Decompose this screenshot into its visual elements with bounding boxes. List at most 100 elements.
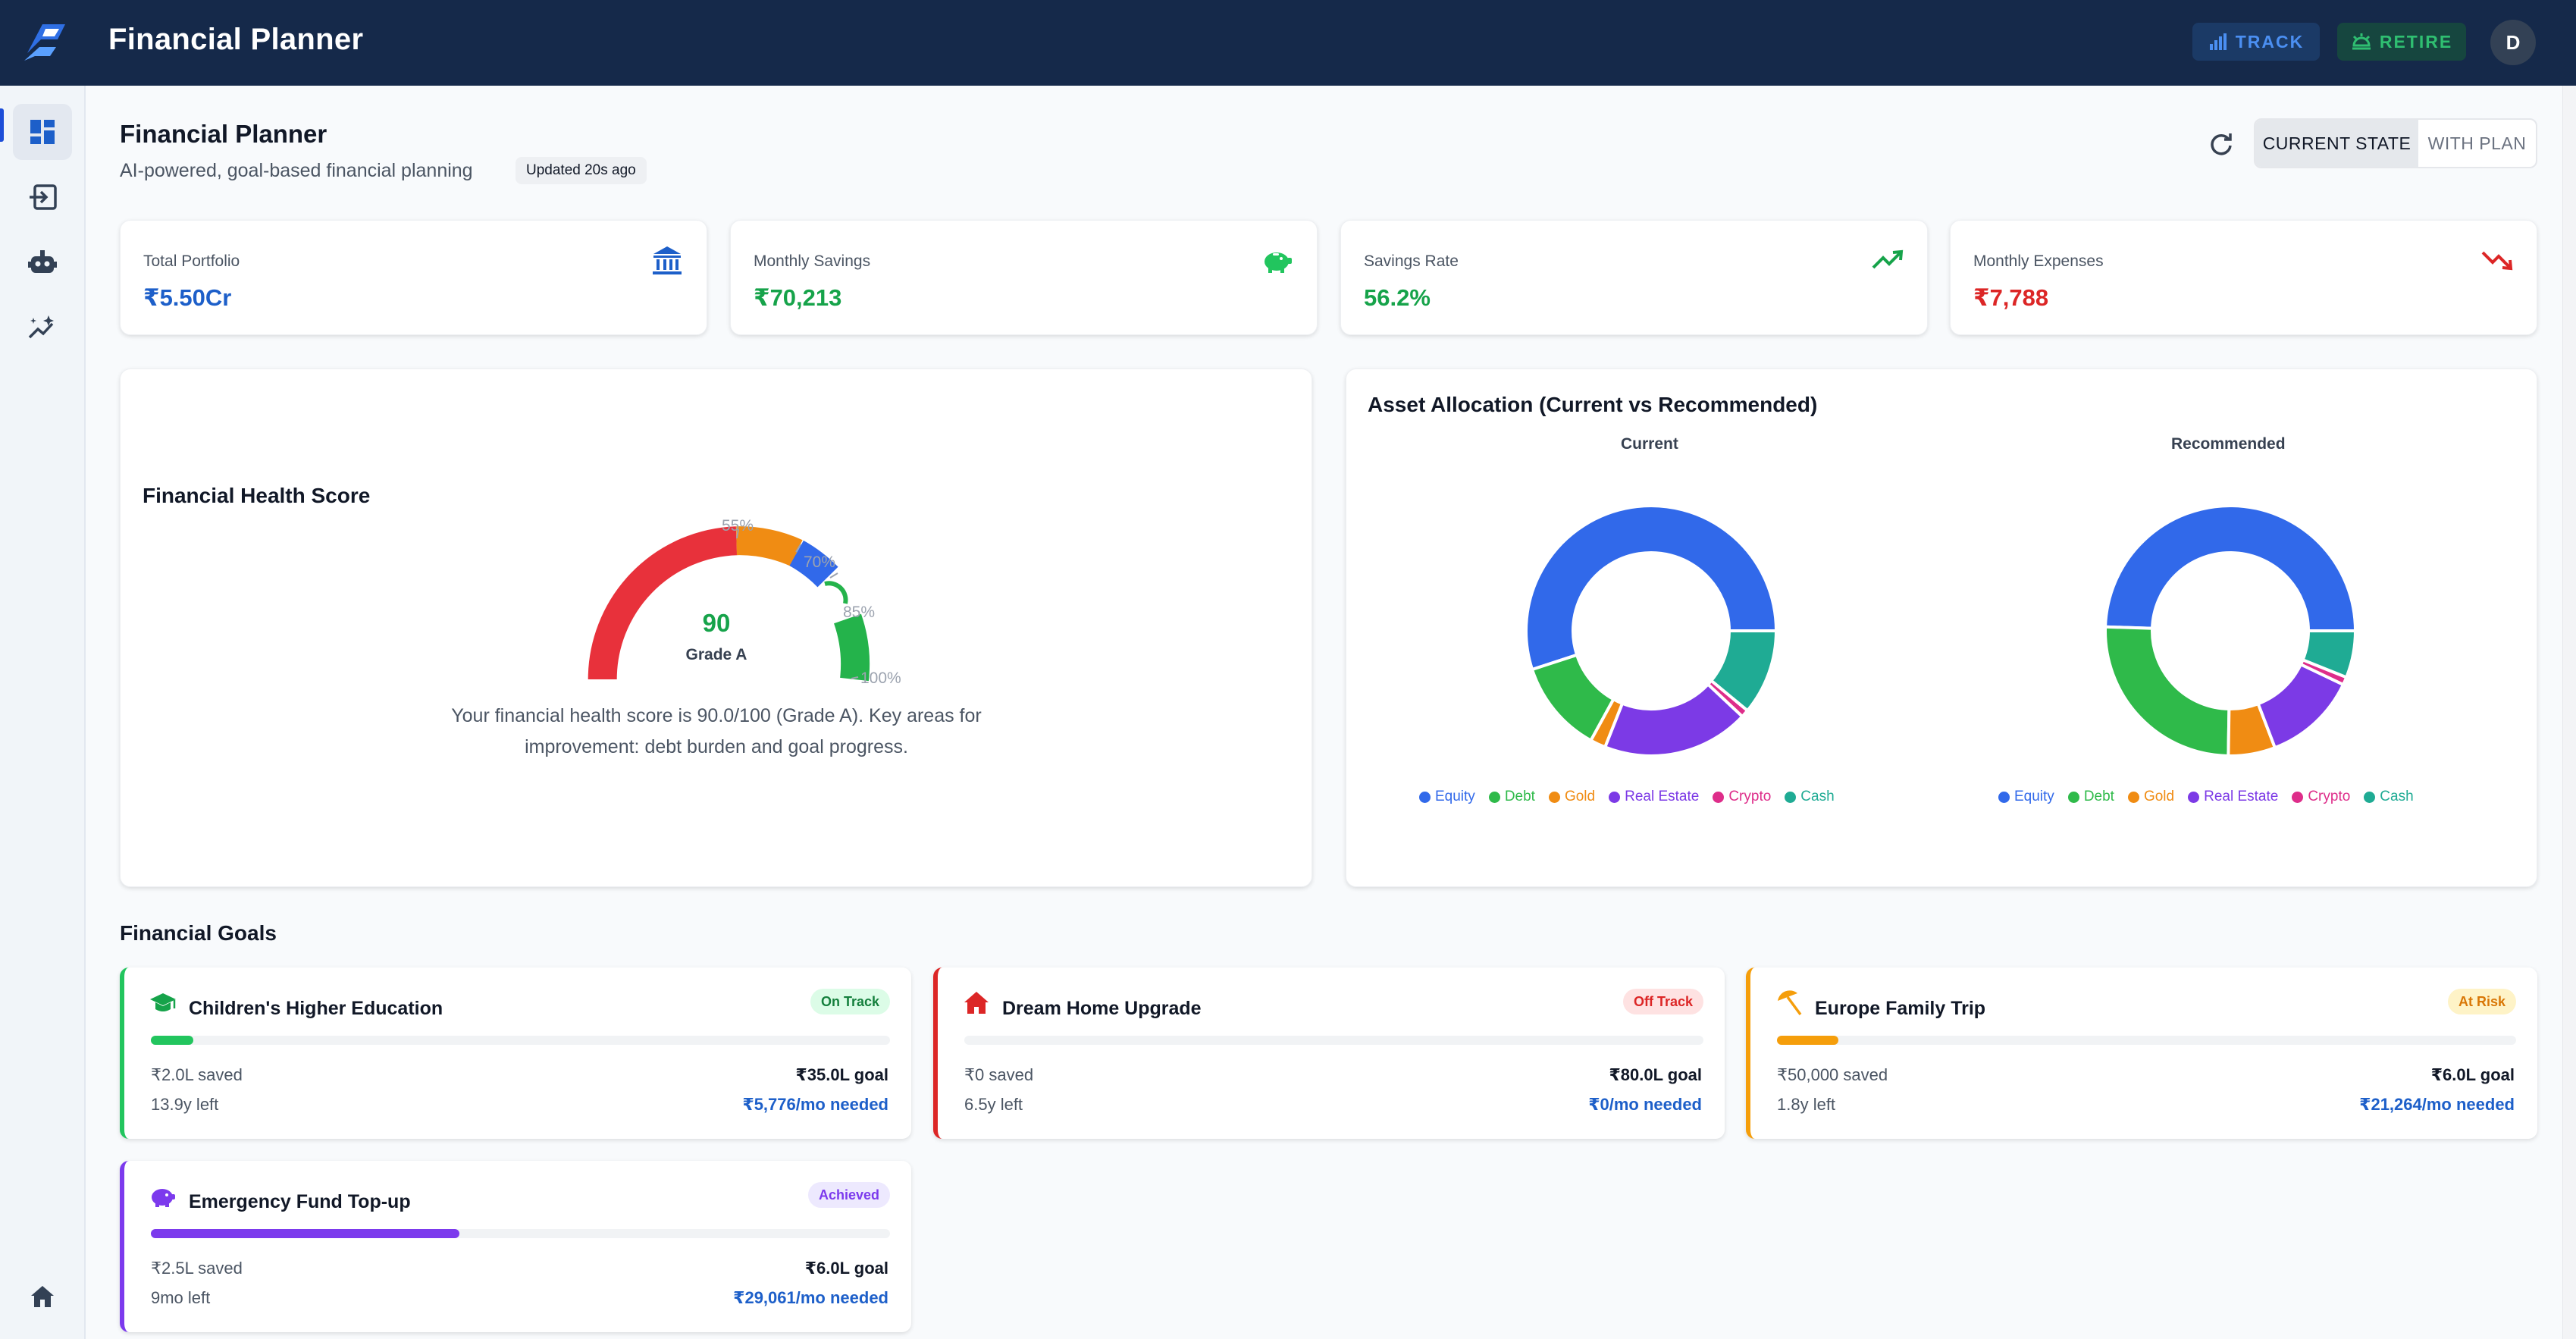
health-grade: Grade A [686, 646, 747, 663]
donut-slice-cash[interactable] [1709, 629, 1778, 713]
legend-dot [1488, 791, 1500, 803]
gauge-tick-line [829, 572, 838, 579]
toggle-with-plan[interactable]: WITH PLAN [2427, 133, 2527, 153]
legend-label: Debt [2083, 789, 2114, 804]
sidebar-item-input[interactable] [13, 169, 72, 225]
goal-monthly-needed: ₹5,776/mo needed [742, 1095, 888, 1114]
legend-dot [2188, 791, 2200, 803]
goal-saved: ₹0 saved [964, 1065, 1034, 1084]
track-label: TRACK [2235, 31, 2305, 52]
track-button[interactable]: TRACK [2192, 23, 2320, 61]
legend-label: Real Estate [1625, 789, 1700, 804]
legend-item-crypto[interactable]: Crypto [1713, 789, 1771, 805]
user-avatar[interactable]: D [2490, 20, 2536, 65]
gauge-segment-orange [736, 526, 803, 566]
goal-saved: ₹2.5L saved [151, 1259, 243, 1278]
trending-up-icon [1872, 249, 1904, 269]
goal-time-left: 1.8y left [1777, 1095, 1836, 1114]
goal-status-badge: Achieved [807, 1182, 890, 1208]
sidebar [0, 86, 86, 1339]
goal-card-home[interactable]: Dream Home Upgrade Off Track ₹0 saved 6.… [933, 967, 1725, 1139]
app-logo-icon[interactable] [20, 17, 71, 68]
goal-card-emergency-fund[interactable]: Emergency Fund Top-up Achieved ₹2.5L sav… [120, 1161, 911, 1332]
goal-status-badge: On Track [810, 989, 890, 1014]
legend-item-real-estate[interactable]: Real Estate [2188, 789, 2278, 805]
donut-slice-cash[interactable] [2301, 629, 2358, 679]
goal-name: Europe Family Trip [1815, 998, 1986, 1019]
goal-name: Emergency Fund Top-up [189, 1191, 411, 1212]
goal-status-badge: At Risk [2447, 989, 2516, 1014]
legend-dot [1785, 791, 1797, 803]
piggy-bank-icon [152, 1189, 175, 1207]
legend-dot [2364, 791, 2376, 803]
health-description-line: Your financial health score is 90.0/100 … [451, 705, 982, 726]
goal-monthly-needed: ₹0/mo needed [1588, 1095, 1702, 1114]
sidebar-item-advisor[interactable] [13, 234, 72, 290]
goal-target: ₹35.0L goal [795, 1065, 888, 1084]
house-icon [964, 992, 989, 1014]
donut-slice-equity[interactable] [2104, 504, 2358, 632]
gauge-segment-red [588, 526, 738, 680]
goal-target: ₹80.0L goal [1609, 1065, 1702, 1084]
legend-label: Equity [2014, 789, 2054, 804]
beach-umbrella-icon [1778, 990, 1802, 1016]
updated-badge: Updated 20s ago [516, 157, 647, 184]
health-gauge: 55% 70% 85% 100% 90 Grade A [588, 517, 901, 687]
legend-item-equity[interactable]: Equity [1998, 789, 2054, 805]
current-legend: Equity Debt Gold Real Estate Crypto Cash [1419, 789, 1835, 805]
goal-name: Dream Home Upgrade [1002, 998, 1202, 1019]
stat-card-total-portfolio: Total Portfolio ₹5.50Cr [120, 220, 707, 335]
graduation-cap-icon [150, 993, 176, 1011]
sidebar-item-dashboard[interactable] [13, 104, 72, 160]
sidebar-item-home[interactable] [13, 1268, 72, 1325]
legend-item-cash[interactable]: Cash [1785, 789, 1835, 805]
legend-item-debt[interactable]: Debt [2067, 789, 2114, 805]
legend-item-real-estate[interactable]: Real Estate [1609, 789, 1699, 805]
gauge-segment-blue [789, 540, 838, 588]
sparkle-chart-icon [28, 315, 54, 339]
donut-slice-equity[interactable] [1525, 504, 1778, 672]
view-toggle: CURRENT STATE WITH PLAN [2254, 118, 2537, 168]
stat-value: ₹7,788 [1973, 284, 2049, 311]
legend-label: Crypto [2308, 789, 2351, 804]
sidebar-item-insights[interactable] [13, 299, 72, 356]
goal-card-education[interactable]: Children's Higher Education On Track ₹2.… [120, 967, 911, 1139]
legend-dot [1609, 791, 1621, 803]
goal-progress-track [151, 1229, 890, 1238]
legend-dot [2292, 791, 2304, 803]
recommended-legend: Equity Debt Gold Real Estate Crypto Cash [1998, 789, 2414, 805]
goal-progress-fill [151, 1036, 193, 1045]
top-app-bar: Financial Planner TRACK RETIRE D [0, 0, 2576, 86]
legend-label: Equity [1435, 789, 1475, 804]
legend-label: Crypto [1728, 789, 1772, 804]
legend-item-gold[interactable]: Gold [2127, 789, 2174, 805]
legend-item-equity[interactable]: Equity [1419, 789, 1475, 805]
legend-dot [2127, 791, 2139, 803]
legend-item-cash[interactable]: Cash [2364, 789, 2414, 805]
robot-icon [28, 250, 57, 273]
page-subtitle: AI-powered, goal-based financial plannin… [120, 160, 473, 181]
bank-icon [653, 246, 682, 274]
gauge-needle-ring [824, 581, 848, 604]
legend-item-crypto[interactable]: Crypto [2292, 789, 2350, 805]
legend-label: Debt [1504, 789, 1535, 804]
scrollbar[interactable] [2562, 86, 2576, 1339]
legend-item-gold[interactable]: Gold [1548, 789, 1595, 805]
legend-item-debt[interactable]: Debt [1488, 789, 1535, 805]
health-score-title: Financial Health Score [143, 484, 371, 507]
current-chart-label: Current [1621, 435, 1678, 453]
legend-label: Real Estate [2204, 789, 2279, 804]
gauge-segment-green [833, 613, 870, 682]
goal-card-trip[interactable]: Europe Family Trip At Risk ₹50,000 saved… [1746, 967, 2537, 1139]
retire-button[interactable]: RETIRE [2337, 23, 2466, 61]
goal-target: ₹6.0L goal [2430, 1065, 2515, 1084]
donut-slice-debt[interactable] [2104, 625, 2231, 758]
page-title: Financial Planner [120, 120, 327, 148]
asset-allocation-title: Asset Allocation (Current vs Recommended… [1368, 393, 1818, 416]
toggle-current-state[interactable]: CURRENT STATE [2255, 120, 2418, 167]
refresh-icon[interactable] [2208, 130, 2235, 158]
retire-label: RETIRE [2379, 31, 2453, 52]
recommended-allocation-donut [2104, 504, 2358, 758]
gauge-tick-label: 55% [722, 517, 754, 535]
legend-dot [1713, 791, 1725, 803]
